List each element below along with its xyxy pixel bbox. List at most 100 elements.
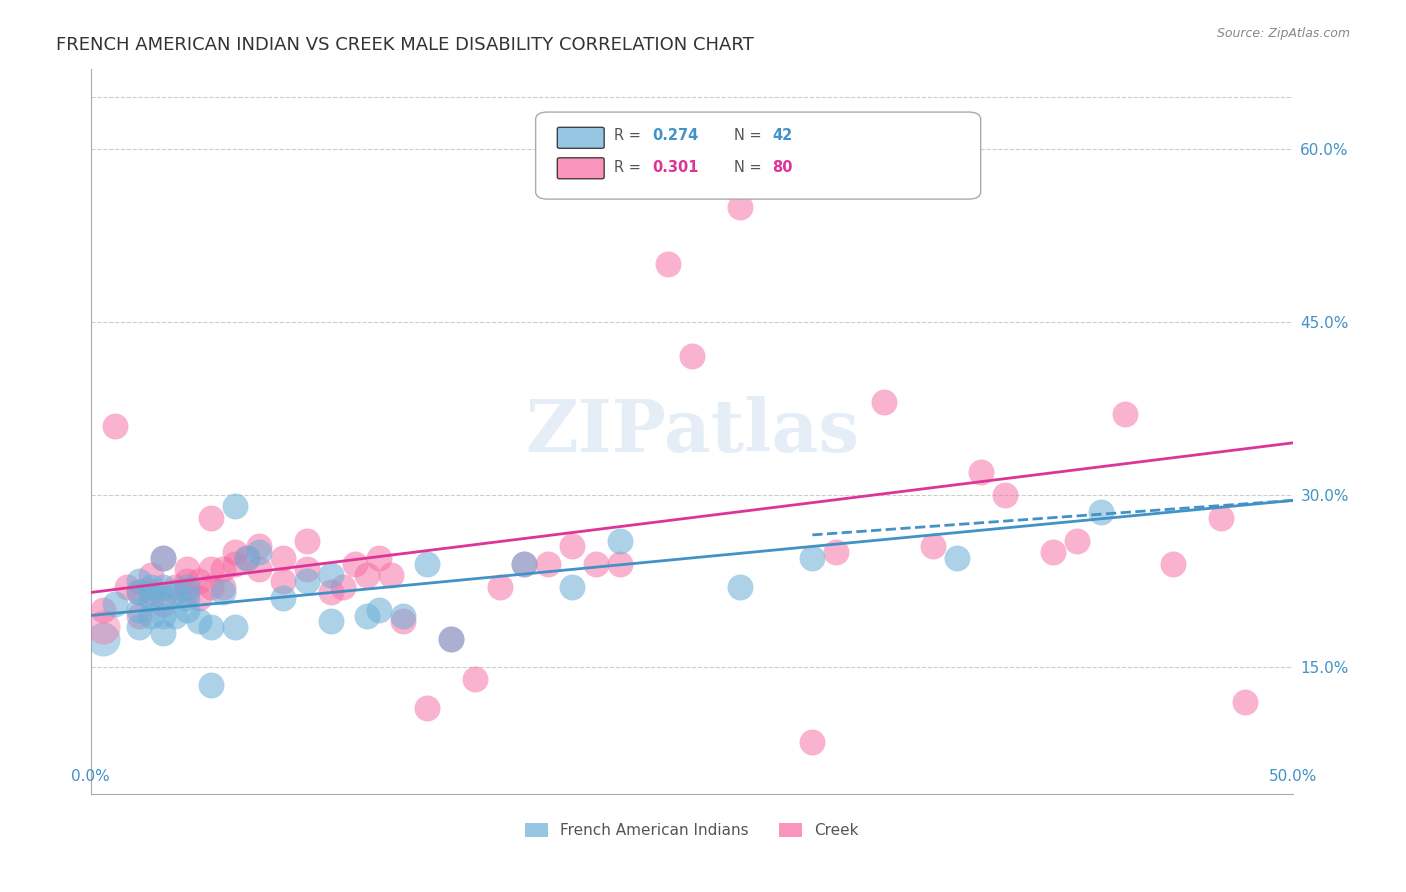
Point <box>163 608 186 623</box>
Text: Source: ZipAtlas.com: Source: ZipAtlas.com <box>1216 27 1350 40</box>
Point <box>187 591 209 606</box>
Point <box>657 257 679 271</box>
Point <box>224 620 246 634</box>
Point <box>187 574 209 588</box>
Point <box>152 597 174 611</box>
Point <box>1161 557 1184 571</box>
Text: 0.301: 0.301 <box>652 161 699 176</box>
Point <box>152 608 174 623</box>
Point <box>392 614 415 628</box>
Point <box>224 545 246 559</box>
Text: 80: 80 <box>772 161 793 176</box>
Text: 42: 42 <box>772 128 793 144</box>
Point <box>368 603 391 617</box>
Point <box>163 585 186 599</box>
Point <box>1234 695 1257 709</box>
Point <box>271 550 294 565</box>
Text: ZIPatlas: ZIPatlas <box>524 396 859 467</box>
Point <box>801 735 824 749</box>
Legend: French American Indians, Creek: French American Indians, Creek <box>519 817 865 845</box>
Point <box>176 562 198 576</box>
Point <box>512 557 534 571</box>
Point <box>139 591 162 606</box>
Point <box>139 580 162 594</box>
Point <box>295 562 318 576</box>
Point <box>176 574 198 588</box>
FancyBboxPatch shape <box>557 128 605 148</box>
Point <box>115 580 138 594</box>
Point <box>416 557 439 571</box>
Point <box>200 562 222 576</box>
Point <box>128 608 150 623</box>
Point <box>321 568 343 582</box>
Point <box>200 620 222 634</box>
Point <box>200 510 222 524</box>
Point <box>176 580 198 594</box>
Point <box>728 580 751 594</box>
Text: FRENCH AMERICAN INDIAN VS CREEK MALE DISABILITY CORRELATION CHART: FRENCH AMERICAN INDIAN VS CREEK MALE DIS… <box>56 36 754 54</box>
Point <box>585 557 607 571</box>
Point <box>271 574 294 588</box>
Point <box>825 545 848 559</box>
Point <box>512 557 534 571</box>
Point <box>128 585 150 599</box>
Point <box>176 603 198 617</box>
Point <box>128 620 150 634</box>
Point <box>139 608 162 623</box>
Point <box>728 200 751 214</box>
Point <box>271 591 294 606</box>
Point <box>392 608 415 623</box>
Point <box>224 499 246 513</box>
Point <box>1066 533 1088 548</box>
Point <box>163 580 186 594</box>
Point <box>236 550 259 565</box>
Point <box>212 562 235 576</box>
Point <box>344 557 367 571</box>
Point <box>561 580 583 594</box>
Point <box>139 585 162 599</box>
Point <box>380 568 402 582</box>
Point <box>1211 510 1233 524</box>
Point <box>609 533 631 548</box>
Point <box>91 632 114 646</box>
Point <box>176 591 198 606</box>
Point <box>368 550 391 565</box>
Point <box>212 580 235 594</box>
Point <box>561 540 583 554</box>
Point <box>969 465 991 479</box>
Point <box>128 585 150 599</box>
Text: 0.0%: 0.0% <box>72 769 110 783</box>
Point <box>356 608 378 623</box>
Point <box>295 533 318 548</box>
Text: 0.274: 0.274 <box>652 128 699 144</box>
Point <box>200 580 222 594</box>
Point <box>356 568 378 582</box>
Point <box>537 557 560 571</box>
Point <box>152 550 174 565</box>
Point <box>212 585 235 599</box>
Point <box>128 574 150 588</box>
Point <box>152 625 174 640</box>
Point <box>321 614 343 628</box>
Point <box>176 585 198 599</box>
Point <box>200 678 222 692</box>
Point <box>609 557 631 571</box>
Point <box>994 487 1017 501</box>
Point <box>236 550 259 565</box>
Point <box>139 568 162 582</box>
Point <box>91 620 114 634</box>
Text: N =: N = <box>734 128 766 144</box>
Point <box>91 603 114 617</box>
Point <box>295 574 318 588</box>
Point <box>945 550 967 565</box>
FancyBboxPatch shape <box>557 158 605 178</box>
Point <box>464 672 486 686</box>
Point <box>152 580 174 594</box>
Point <box>247 545 270 559</box>
Point <box>1042 545 1064 559</box>
Point <box>224 557 246 571</box>
FancyBboxPatch shape <box>536 112 980 199</box>
Point <box>416 700 439 714</box>
Point <box>1114 407 1136 421</box>
Text: N =: N = <box>734 161 766 176</box>
